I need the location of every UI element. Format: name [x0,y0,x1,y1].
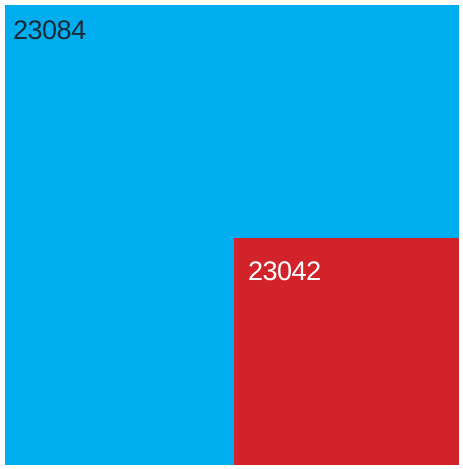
tile-large: 23084 [5,5,459,465]
tile-small: 23042 [234,238,459,465]
tile-large-label: 23084 [13,15,86,45]
tile-small-label: 23042 [248,256,321,286]
